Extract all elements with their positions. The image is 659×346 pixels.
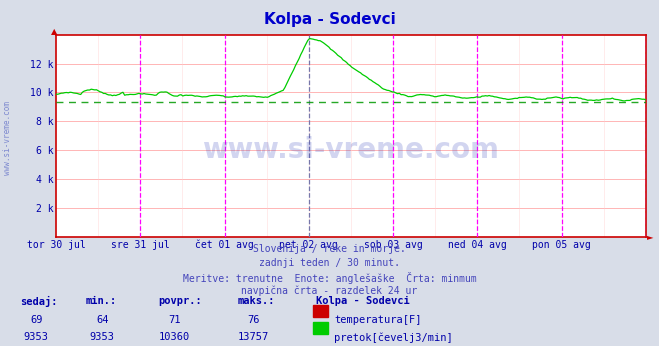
- Text: maks.:: maks.:: [237, 296, 275, 306]
- Text: Kolpa - Sodevci: Kolpa - Sodevci: [316, 296, 410, 306]
- Text: min.:: min.:: [86, 296, 117, 306]
- Text: navpična črta - razdelek 24 ur: navpična črta - razdelek 24 ur: [241, 285, 418, 296]
- Text: 76: 76: [248, 315, 260, 325]
- Text: 69: 69: [30, 315, 42, 325]
- Text: ▲: ▲: [51, 27, 58, 36]
- Text: 71: 71: [169, 315, 181, 325]
- Text: sedaj:: sedaj:: [20, 296, 57, 307]
- Text: 10360: 10360: [159, 332, 190, 342]
- Text: www.si-vreme.com: www.si-vreme.com: [3, 101, 13, 175]
- Text: 64: 64: [96, 315, 108, 325]
- Text: 13757: 13757: [238, 332, 270, 342]
- Text: Meritve: trenutne  Enote: anglešaške  Črta: minmum: Meritve: trenutne Enote: anglešaške Črta…: [183, 272, 476, 284]
- Text: pretok[čevelj3/min]: pretok[čevelj3/min]: [334, 332, 453, 343]
- Text: 9353: 9353: [24, 332, 49, 342]
- Text: Kolpa - Sodevci: Kolpa - Sodevci: [264, 12, 395, 27]
- Text: povpr.:: povpr.:: [158, 296, 202, 306]
- Text: temperatura[F]: temperatura[F]: [334, 315, 422, 325]
- Text: ►: ►: [647, 233, 654, 242]
- Text: zadnji teden / 30 minut.: zadnji teden / 30 minut.: [259, 258, 400, 268]
- Text: Slovenija / reke in morje.: Slovenija / reke in morje.: [253, 244, 406, 254]
- Text: 9353: 9353: [90, 332, 115, 342]
- Text: www.si-vreme.com: www.si-vreme.com: [202, 136, 500, 164]
